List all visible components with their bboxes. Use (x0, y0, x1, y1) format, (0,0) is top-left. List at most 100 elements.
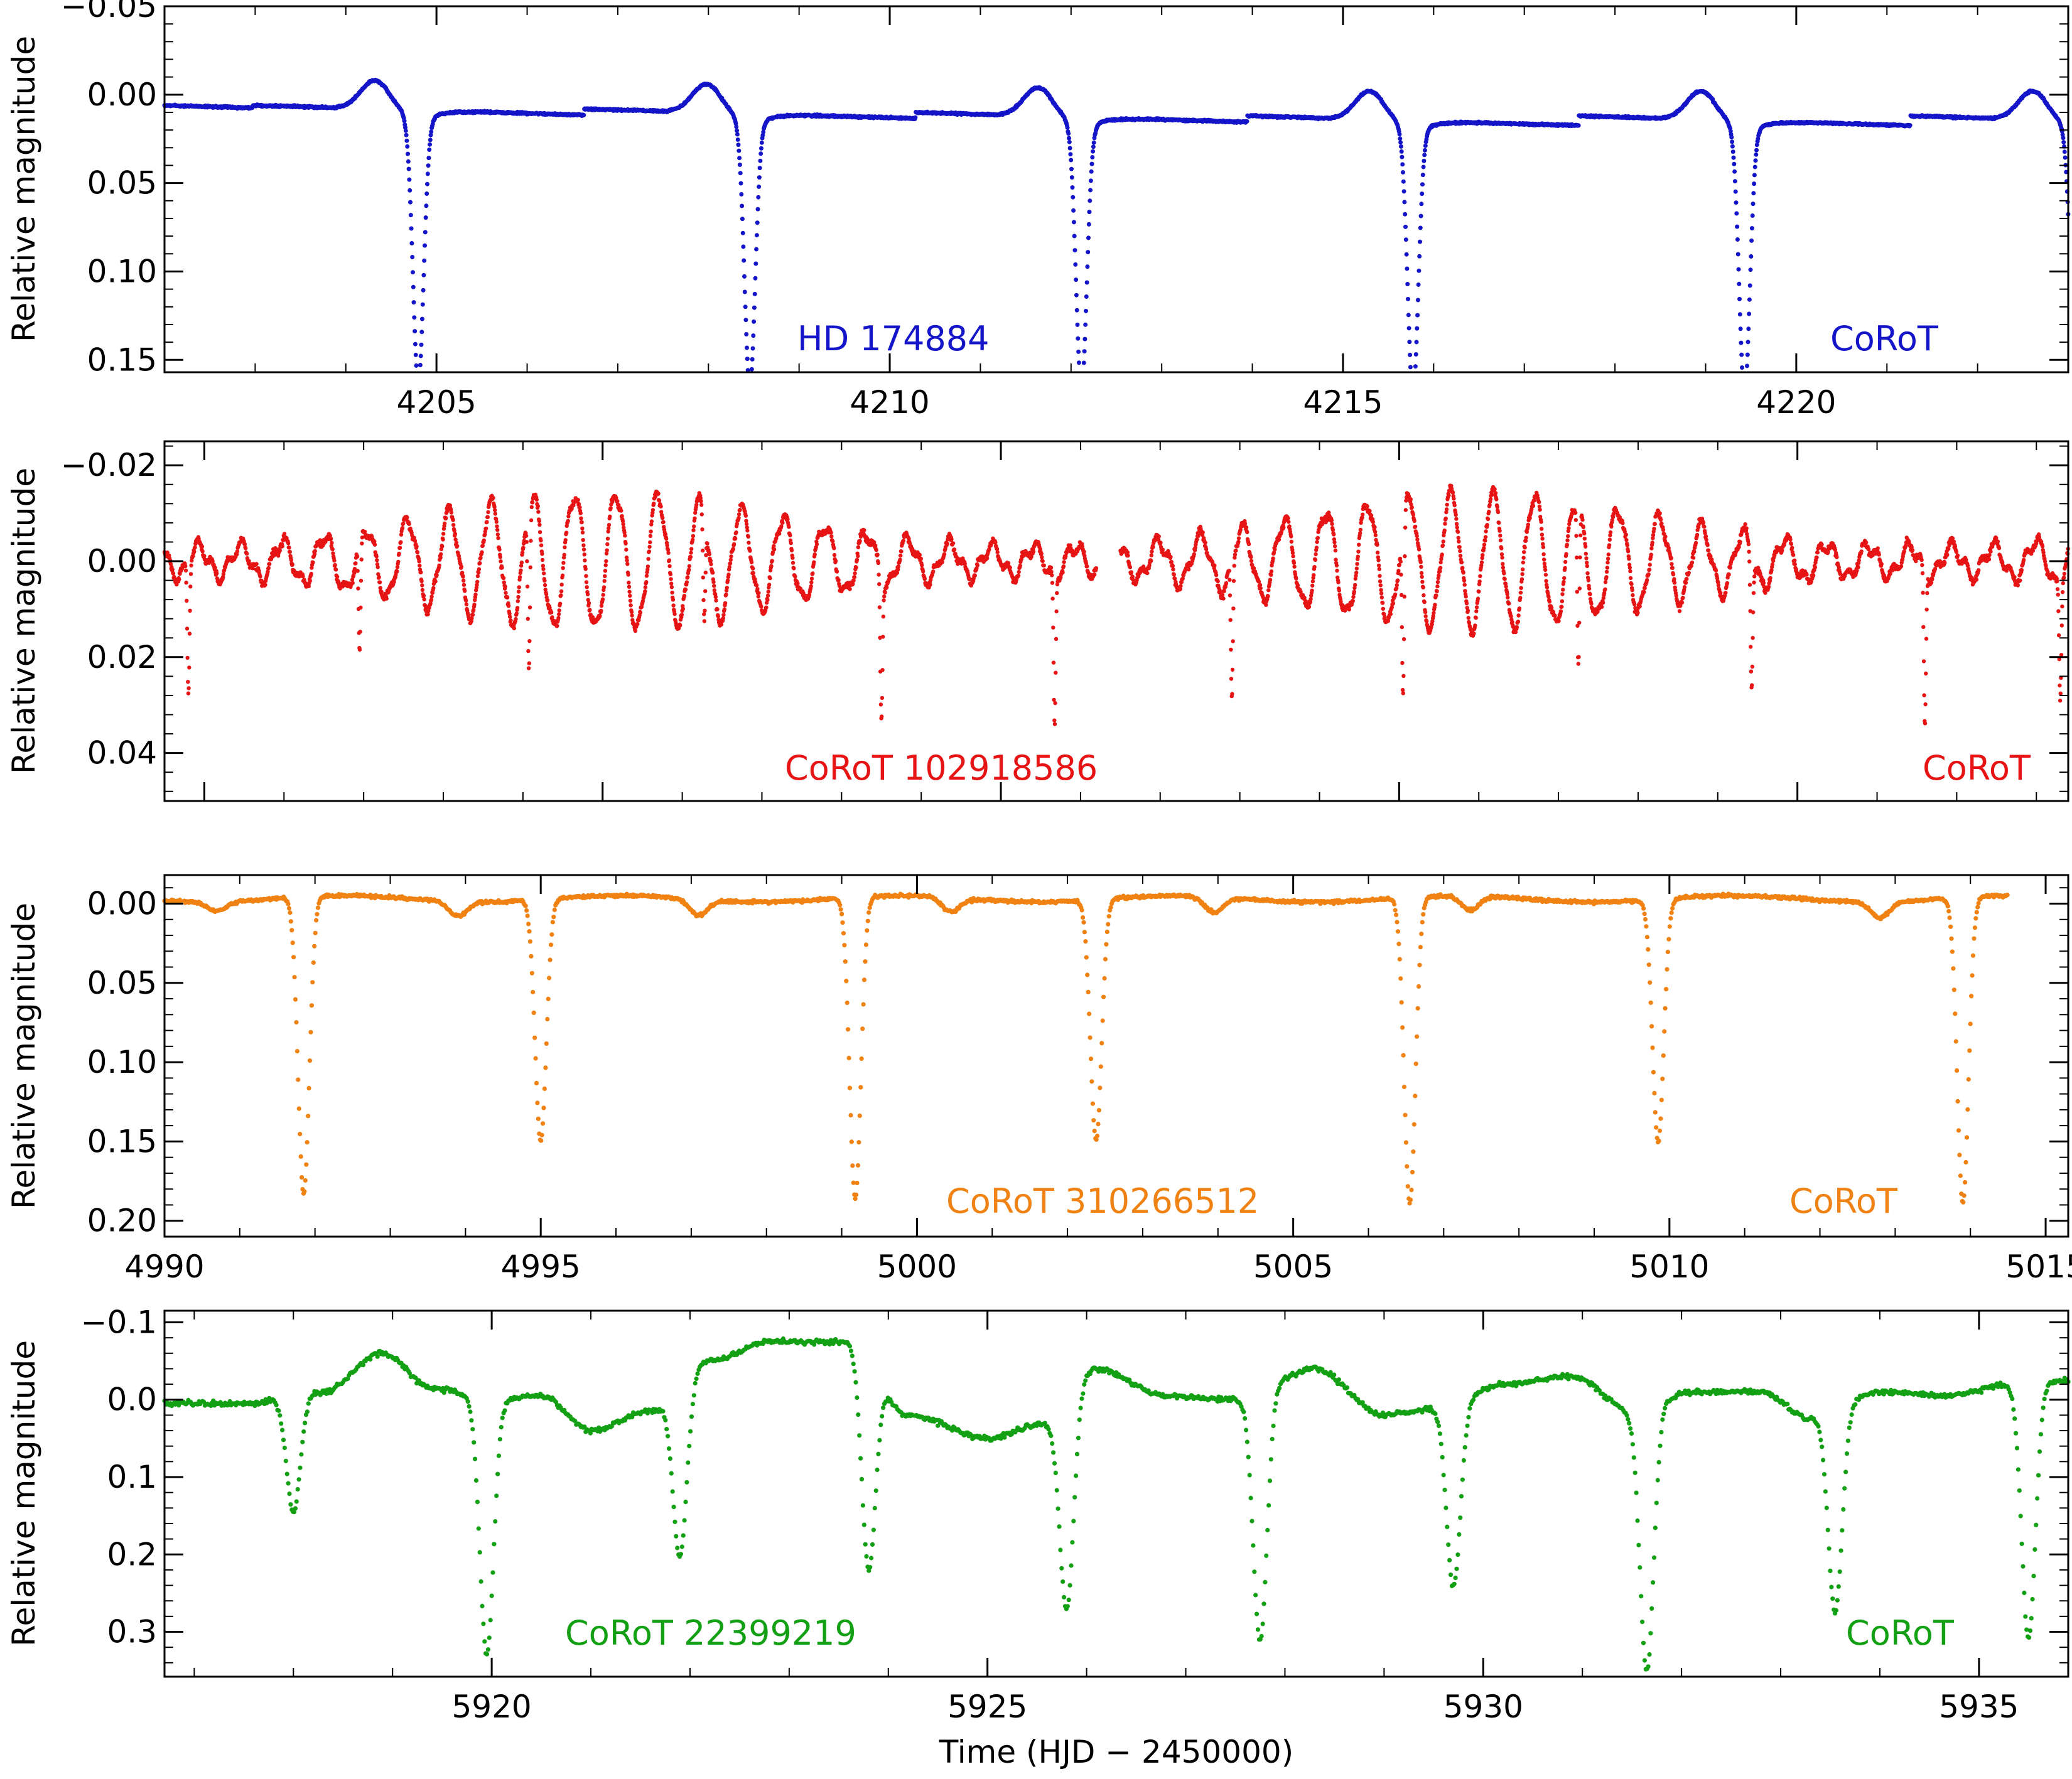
data-point (740, 203, 745, 208)
data-point (1406, 313, 1411, 318)
data-point (1069, 166, 1074, 171)
data-point (516, 594, 521, 599)
data-point (1086, 235, 1091, 240)
data-point (1735, 252, 1740, 257)
data-point (403, 128, 408, 133)
data-point (1413, 352, 1418, 357)
data-point (1734, 200, 1739, 205)
data-point (1734, 211, 1739, 216)
data-point (1075, 322, 1080, 327)
data-point (735, 128, 740, 133)
data-point (428, 137, 433, 142)
data-point (2062, 149, 2067, 154)
data-point (428, 142, 432, 147)
data-point (263, 583, 267, 587)
data-point (406, 166, 411, 171)
data-point (185, 655, 190, 660)
data-point (1419, 202, 1424, 207)
data-point (1084, 294, 1089, 299)
data-point (1420, 173, 1425, 178)
data-point (411, 284, 416, 289)
data-point (359, 557, 364, 562)
data-point (604, 559, 608, 564)
data-point (1091, 140, 1096, 145)
data-point (1066, 131, 1071, 136)
data-point (559, 583, 564, 587)
data-point (426, 163, 431, 168)
data-point (497, 547, 502, 552)
data-point (423, 230, 428, 235)
data-point (1071, 220, 1076, 225)
data-point (1737, 296, 1742, 301)
data-point (254, 562, 259, 566)
data-point (1739, 340, 1744, 345)
data-point (514, 616, 518, 621)
data-point (419, 342, 424, 347)
data-point (423, 243, 427, 248)
data-point (374, 554, 379, 559)
data-point (397, 551, 401, 556)
data-point (556, 616, 561, 620)
data-point (737, 156, 742, 161)
data-point (1398, 140, 1403, 145)
data-point (421, 272, 426, 277)
data-point (605, 542, 610, 547)
data-point (605, 536, 610, 541)
data-point (1730, 149, 1735, 154)
data-point (1070, 185, 1075, 190)
data-point (287, 546, 291, 550)
x-tick-label: 4215 (1303, 384, 1383, 421)
data-point (424, 203, 429, 208)
data-point (608, 514, 612, 519)
data-point (422, 258, 427, 263)
data-point (1091, 149, 1096, 154)
data-point (601, 593, 605, 597)
data-point (358, 630, 362, 634)
data-point (539, 543, 544, 547)
data-point (755, 220, 760, 225)
data-point (501, 576, 506, 581)
data-point (735, 137, 740, 142)
data-point (1413, 364, 1418, 369)
data-point (581, 543, 586, 547)
data-point (1745, 363, 1749, 368)
data-point (192, 549, 197, 554)
data-point (529, 505, 534, 509)
data-point (537, 522, 542, 527)
data-point (454, 540, 459, 545)
data-point (753, 261, 758, 266)
data-point (586, 601, 591, 605)
data-point (2061, 140, 2066, 144)
data-point (424, 191, 429, 196)
data-point (188, 584, 193, 589)
data-point (1083, 322, 1088, 327)
data-point (1748, 267, 1753, 272)
data-point (524, 540, 529, 544)
data-point (1754, 148, 1759, 153)
data-point (529, 518, 534, 523)
data-point (475, 574, 480, 578)
data-point (526, 616, 530, 621)
data-point (1403, 237, 1408, 242)
data-point (741, 244, 746, 249)
data-point (1072, 248, 1077, 253)
data-point (472, 602, 477, 607)
data-point (464, 602, 469, 607)
data-point (561, 566, 565, 571)
data-point (461, 578, 466, 583)
data-point (506, 604, 511, 608)
data-point (530, 500, 535, 505)
data-point (1732, 161, 1737, 166)
data-point (576, 498, 580, 502)
data-point (1754, 152, 1759, 157)
data-point (1746, 340, 1751, 345)
data-point (1084, 308, 1088, 313)
data-point (1074, 308, 1079, 313)
data-point (1740, 365, 1744, 370)
data-point (519, 560, 524, 565)
data-point (738, 171, 743, 176)
data-point (527, 639, 532, 643)
data-point (525, 559, 529, 564)
